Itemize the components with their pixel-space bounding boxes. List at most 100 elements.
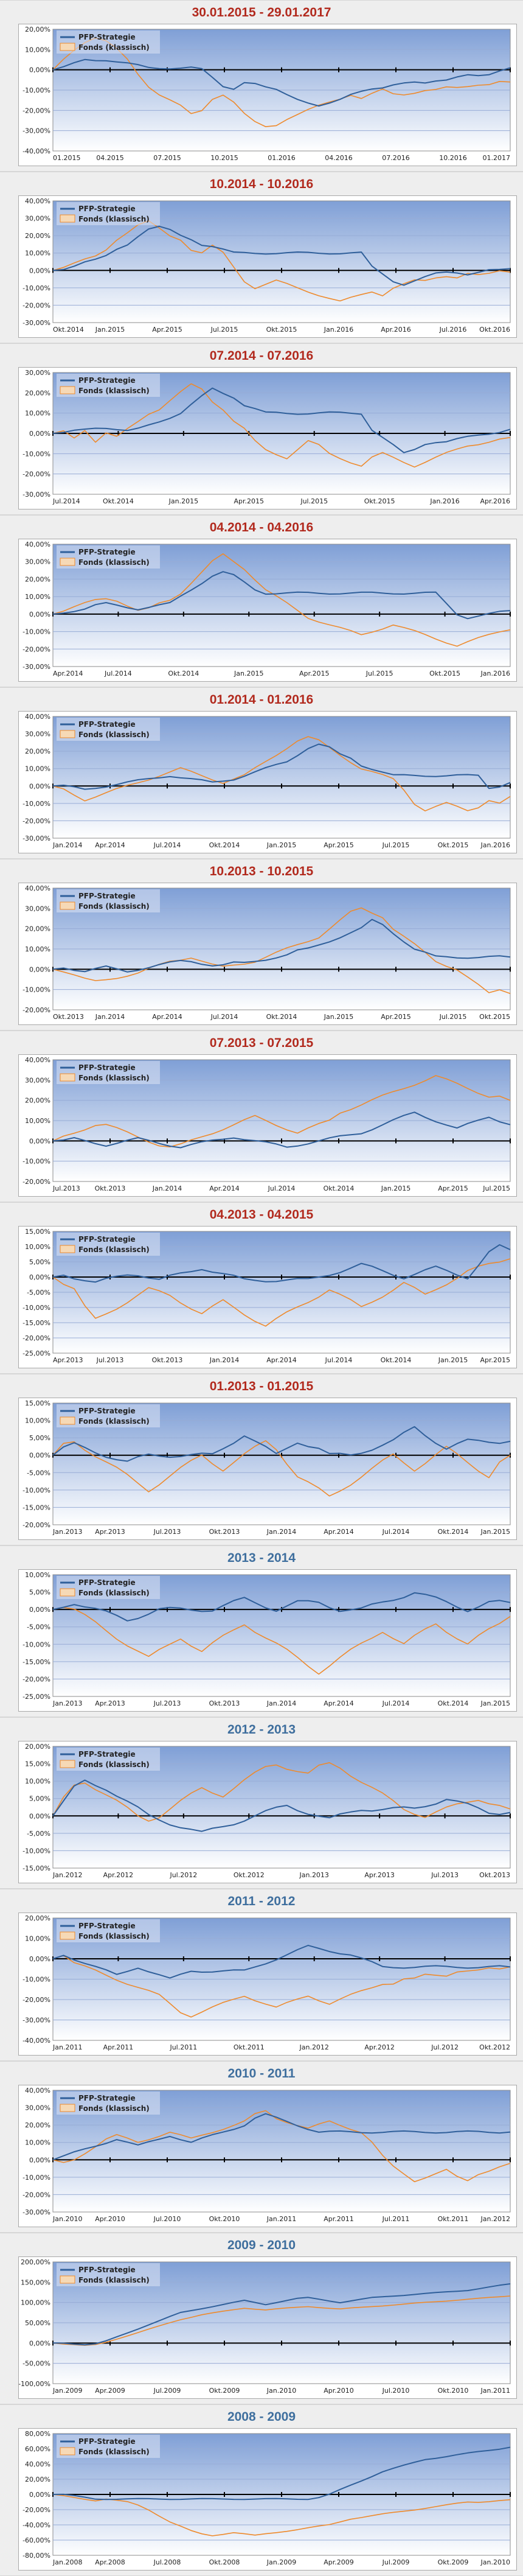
x-tick-label: Jul.2014: [325, 1356, 353, 1364]
x-tick-label: Jul.2014: [268, 1185, 296, 1192]
x-tick-label: Okt.2014: [438, 1699, 469, 1707]
chart-panel: 04.2014 - 04.2016 40,00% 30,00% 20,00% 10,00…: [0, 515, 523, 687]
x-tick-label: Okt.2016: [479, 326, 510, 334]
x-tick-label: Apr.2013: [364, 1871, 395, 1879]
legend-label-fonds: Fonds (klassisch): [78, 558, 150, 567]
legend-label-fonds: Fonds (klassisch): [78, 902, 150, 911]
y-tick-label: -40,00%: [23, 2521, 50, 2529]
x-tick-label: Jan.2016: [429, 497, 459, 505]
y-tick-label: 0,00%: [29, 1137, 50, 1145]
y-tick-label: 0,00%: [29, 66, 50, 74]
x-tick-label: Jan.2013: [52, 1528, 82, 1536]
y-tick-label: 20,00%: [25, 2476, 50, 2483]
line-chart: 30,00% 20,00% 10,00% 0,00% -10,00% -20,00% -30…: [23, 369, 511, 505]
y-tick-label: 20,00%: [25, 26, 50, 33]
series-line-pfp: [52, 571, 511, 620]
y-tick-label: 5,00%: [29, 1434, 50, 1442]
line-chart: 40,00% 30,00% 20,00% 10,00% 0,00% -10,00% -20,…: [23, 541, 511, 677]
x-tick-label: Apr.2015: [324, 841, 354, 849]
y-tick-label: 20,00%: [25, 1097, 50, 1105]
chart-title: 07.2014 - 07.2016: [209, 349, 314, 363]
y-tick-label: 5,00%: [29, 1258, 50, 1266]
x-tick-label: 04.2016: [325, 154, 353, 162]
y-tick-label: 20,00%: [25, 747, 50, 755]
series-line-pfp: [52, 225, 511, 286]
y-tick-label: 0,00%: [29, 430, 50, 438]
y-tick-label: -25,00%: [23, 1693, 50, 1701]
legend-label-fonds: Fonds (klassisch): [78, 1417, 150, 1426]
legend-label-fonds: Fonds (klassisch): [78, 1074, 150, 1082]
x-tick-label: Apr.2014: [152, 1013, 182, 1021]
x-tick-label: Apr.2015: [381, 1013, 411, 1021]
legend-label-fonds: Fonds (klassisch): [78, 730, 150, 739]
y-tick-label: -20,00%: [23, 2506, 50, 2514]
chart-panel: 2008 - 2009 80,00% 60,00% 40,00% 20,00% 0,00%…: [0, 2404, 523, 2576]
x-tick-label: 01.2017: [483, 154, 511, 162]
x-tick-label: Okt.2014: [103, 497, 134, 505]
legend-label-pfp: PFP-Strategie: [78, 720, 136, 729]
chart-title: 2010 - 2011: [227, 2067, 296, 2081]
y-tick-label: -10,00%: [23, 1486, 50, 1494]
x-tick-label: Jul.2010: [382, 2387, 410, 2395]
x-tick-label: Okt.2015: [266, 326, 297, 334]
series-line-fonds: [52, 1607, 511, 1675]
chart-frame: 200,00% 150,00% 100,00% 50,00% 0,00% -50,00% -…: [18, 2256, 517, 2399]
chart-panel: 01.2014 - 01.2016 40,00% 30,00% 20,00% 10,00…: [0, 687, 523, 859]
x-tick-label: Jan.2014: [152, 1185, 182, 1192]
x-tick-label: Jan.2013: [299, 1871, 328, 1879]
y-tick-label: 30,00%: [25, 558, 50, 566]
line-chart: 15,00% 10,00% 5,00% 0,00% -5,00% -10,00% -15,0…: [23, 1228, 511, 1364]
y-tick-label: -10,00%: [23, 1304, 50, 1312]
chart-frame: 15,00% 10,00% 5,00% 0,00% -5,00% -10,00% -15,0…: [18, 1226, 517, 1368]
line-chart: 80,00% 60,00% 40,00% 20,00% 0,00% -20,00% -40,…: [23, 2430, 511, 2566]
series-line-pfp: [52, 1779, 511, 1832]
y-tick-label: -5,00%: [27, 1289, 50, 1297]
y-tick-label: 80,00%: [25, 2430, 50, 2438]
x-tick-label: Okt.2013: [209, 1699, 240, 1707]
y-tick-label: 10,00%: [25, 2139, 50, 2147]
x-tick-label: Okt.2013: [479, 1871, 510, 1879]
legend-label-pfp: PFP-Strategie: [78, 548, 136, 556]
chart-frame: 80,00% 60,00% 40,00% 20,00% 0,00% -20,00% -40,…: [18, 2428, 517, 2571]
y-tick-label: 10,00%: [25, 765, 50, 773]
y-tick-label: 50,00%: [25, 2319, 50, 2327]
y-tick-label: 20,00%: [25, 1914, 50, 1922]
series-line-fonds: [52, 2295, 511, 2346]
y-tick-label: 5,00%: [29, 1589, 50, 1597]
x-tick-label: Jul.2013: [96, 1356, 124, 1364]
x-tick-label: Jul.2015: [365, 670, 393, 677]
y-tick-label: 40,00%: [25, 1056, 50, 1064]
y-tick-label: 20,00%: [25, 232, 50, 240]
x-tick-label: Jan.2014: [52, 841, 82, 849]
legend-label-fonds: Fonds (klassisch): [78, 215, 150, 223]
legend-label-fonds: Fonds (klassisch): [78, 1245, 150, 1254]
y-tick-label: 15,00%: [25, 1399, 50, 1407]
x-tick-label: Okt.2014: [168, 670, 199, 677]
x-tick-label: Jul.2014: [52, 497, 80, 505]
x-tick-label: Okt.2013: [95, 1185, 126, 1192]
x-tick-label: Apr.2010: [324, 2387, 354, 2395]
y-tick-label: 30,00%: [25, 2104, 50, 2112]
x-tick-label: Jan.2009: [266, 2558, 296, 2566]
x-tick-label: Apr.2013: [95, 1699, 125, 1707]
x-tick-label: Apr.2015: [299, 670, 330, 677]
chart-frame: 20,00% 15,00% 10,00% 5,00% 0,00% -5,00% -10,00…: [18, 1741, 517, 1883]
y-tick-label: 0,00%: [29, 782, 50, 790]
x-tick-label: Jan.2012: [299, 2043, 328, 2051]
x-tick-label: Jul.2009: [153, 2387, 181, 2395]
x-tick-label: Jan.2016: [324, 326, 353, 334]
x-tick-label: Jan.2016: [480, 841, 510, 849]
legend-swatch-fonds: [60, 1760, 75, 1768]
legend-label-fonds: Fonds (klassisch): [78, 387, 150, 395]
legend-label-pfp: PFP-Strategie: [78, 205, 136, 213]
chart-panel: 07.2013 - 07.2015 40,00% 30,00% 20,00% 10,00…: [0, 1031, 523, 1202]
x-tick-label: Apr.2015: [234, 497, 265, 505]
chart-panel: 30.01.2015 - 29.01.2017 20,00% 10,00% 0,00%…: [0, 0, 523, 172]
legend-swatch-fonds: [60, 2104, 75, 2112]
x-tick-label: Apr.2015: [480, 1356, 510, 1364]
x-tick-label: Jul.2014: [104, 670, 132, 677]
chart-panel: 2013 - 2014 10,00% 5,00% 0,00% -5,00% -10,00%…: [0, 1545, 523, 1717]
x-tick-label: Jan.2014: [266, 1528, 296, 1536]
series-line-fonds: [52, 553, 511, 647]
